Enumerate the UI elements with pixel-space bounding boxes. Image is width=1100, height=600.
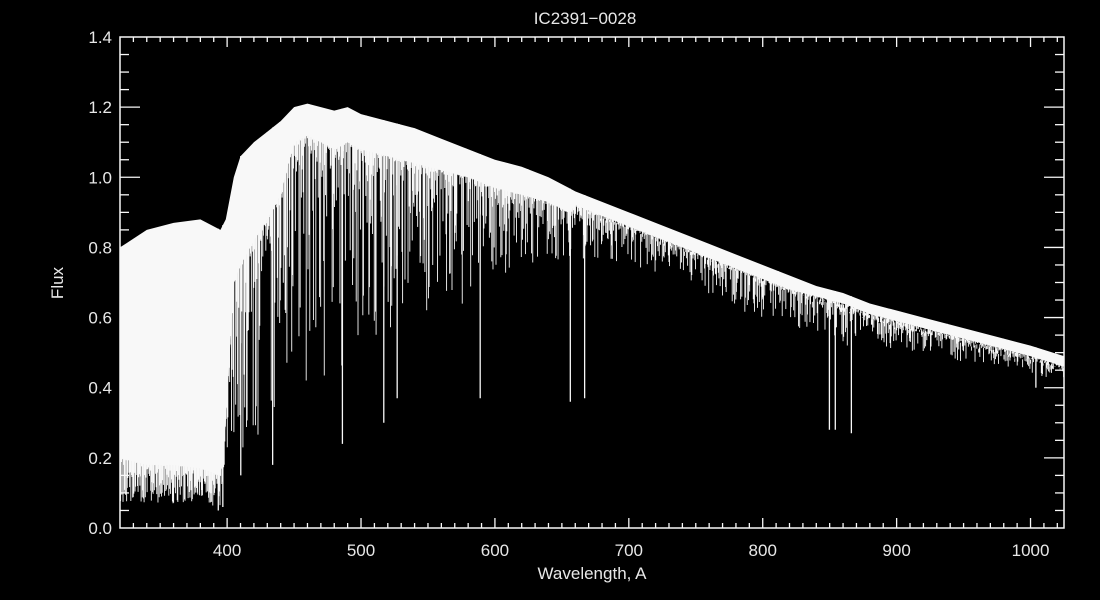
y-tick-label: 0.4 bbox=[88, 379, 112, 398]
plot-frame bbox=[119, 36, 1065, 529]
x-tick-label: 900 bbox=[882, 541, 910, 560]
y-tick-label: 1.2 bbox=[88, 98, 112, 117]
x-tick-label: 400 bbox=[213, 541, 241, 560]
y-tick-label: 1.0 bbox=[88, 168, 112, 187]
x-axis-label: Wavelength, A bbox=[538, 564, 648, 583]
y-tick-label: 0.6 bbox=[88, 309, 112, 328]
x-tick-label: 800 bbox=[749, 541, 777, 560]
x-tick-label: 500 bbox=[347, 541, 375, 560]
axes bbox=[119, 36, 1065, 529]
y-axis-label: Flux bbox=[48, 266, 67, 299]
x-tick-label: 600 bbox=[481, 541, 509, 560]
x-tick-label: 700 bbox=[615, 541, 643, 560]
y-tick-label: 0.0 bbox=[88, 519, 112, 538]
spectrum-marks bbox=[119, 103, 1065, 511]
chart-title: IC2391−0028 bbox=[534, 9, 637, 28]
tick-labels: 400 500 600 700 800 900 1000 0.0 0.2 0.4 0.6 0.8 1.0… bbox=[88, 28, 1049, 560]
y-tick-label: 0.2 bbox=[88, 449, 112, 468]
x-tick-label: 1000 bbox=[1012, 541, 1050, 560]
y-tick-label: 1.4 bbox=[88, 28, 112, 47]
y-tick-label: 0.8 bbox=[88, 238, 112, 257]
